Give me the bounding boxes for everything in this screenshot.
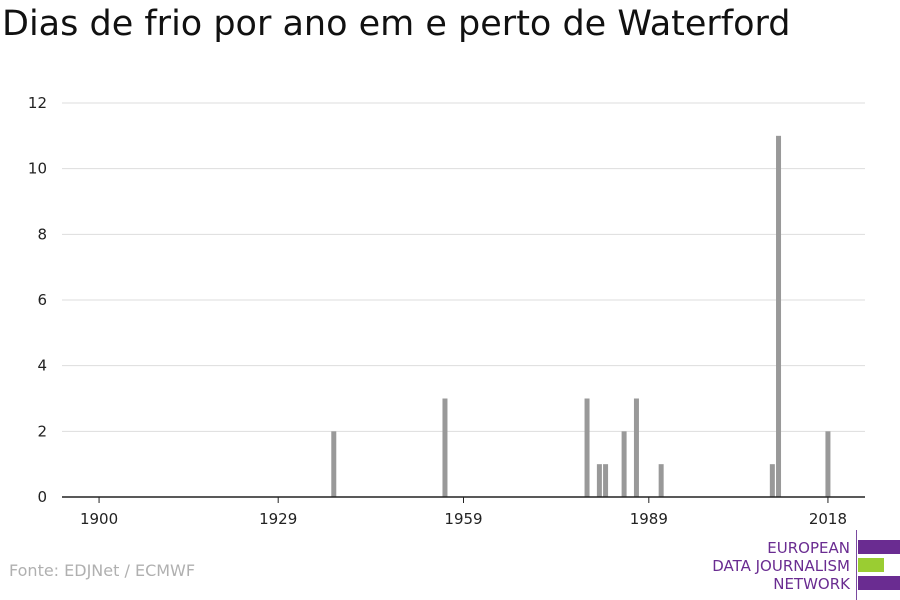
logo-line-2: DATA JOURNALISM — [712, 557, 850, 575]
bar-1981 — [596, 464, 602, 497]
bar-1938 — [331, 431, 337, 497]
logo-bar-bottom — [858, 576, 900, 590]
x-axis: 1900 1929 1959 1989 2018 — [62, 496, 865, 528]
bar-1979 — [584, 398, 590, 497]
x-tick-label-2018: 2018 — [809, 510, 847, 528]
bar-2010 — [776, 135, 782, 498]
bar-1985 — [621, 431, 627, 497]
x-tick-label-1929: 1929 — [259, 510, 297, 528]
y-tick-label-2: 2 — [37, 422, 47, 440]
x-tick-label-1959: 1959 — [444, 510, 482, 528]
bar-1982 — [603, 464, 609, 497]
gridlines — [62, 102, 865, 432]
y-tick-label-0: 0 — [37, 488, 47, 506]
x-tick-label-1989: 1989 — [630, 510, 668, 528]
bar-2009 — [769, 464, 775, 497]
y-axis-ticks: 0 2 4 6 8 10 12 — [28, 94, 47, 506]
bar-2018 — [825, 431, 831, 497]
logo-bar-top — [858, 540, 900, 554]
bar-1991 — [658, 464, 664, 497]
x-tick-label-1900: 1900 — [80, 510, 118, 528]
logo-line-1: EUROPEAN — [767, 539, 850, 557]
y-tick-label-8: 8 — [37, 225, 47, 243]
logo-bar-middle — [858, 558, 884, 572]
y-tick-label-10: 10 — [28, 160, 47, 178]
logo-divider — [856, 530, 857, 600]
bars — [331, 135, 831, 498]
bar-1956 — [442, 398, 448, 497]
y-tick-label-12: 12 — [28, 94, 47, 112]
bar-1987 — [633, 398, 639, 497]
y-tick-label-4: 4 — [37, 357, 47, 375]
chart-title: Dias de frio por ano em e perto de Water… — [2, 4, 791, 44]
logo-line-3: NETWORK — [773, 575, 850, 593]
edjnet-logo: EUROPEAN DATA JOURNALISM NETWORK — [700, 530, 900, 600]
y-tick-label-6: 6 — [37, 291, 47, 309]
source-note: Fonte: EDJNet / ECMWF — [9, 561, 196, 580]
